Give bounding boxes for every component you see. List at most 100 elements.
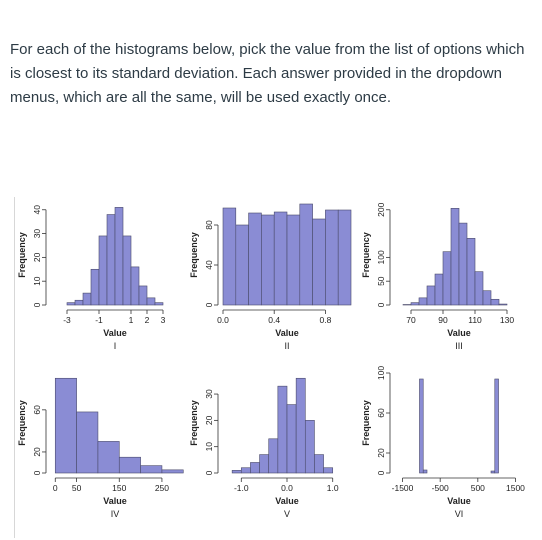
histogram-bar [76,411,99,474]
y-axis-label: Frequency [189,400,199,446]
histogram-bar [299,203,313,306]
histogram-bar [277,385,288,474]
y-tick-label: 0 [376,302,386,307]
y-tick-label: 20 [32,447,42,457]
histogram-bar [434,273,444,306]
histogram-bar [140,465,163,474]
x-tick-label: 0.4 [268,315,280,325]
histogram-bar [273,211,288,306]
x-tick-label: -1.0 [234,483,249,493]
histogram-bar [422,469,428,474]
histogram-bar [222,207,237,306]
histogram-bar [154,302,164,306]
y-axis-label: Frequency [17,400,27,446]
y-tick-label: 0 [32,302,42,307]
histogram-bar [138,285,148,306]
histogram-figure: -3 -1 1 2 3 0 10 20 30 40 Frequency Value I 0.0 0.4 0.8… [14,197,535,538]
histogram-bar [498,303,508,306]
histogram-bar [106,214,116,306]
histogram-bar [482,290,492,306]
x-tick-label: 1 [129,315,134,325]
x-axis-label: Value [103,328,127,338]
y-tick-label: 0 [376,470,386,475]
histogram-2: 0.0 0.4 0.8 0 40 80 Frequency Value II [189,203,352,351]
histogram-numeral: II [284,341,289,351]
histogram-bar [97,441,120,474]
x-tick-label: -500 [432,483,449,493]
histogram-bar [118,456,141,474]
histogram-bar [466,238,476,306]
histogram-bar [418,297,428,306]
x-axis-label: Value [447,328,471,338]
histogram-bar [494,378,499,474]
histogram-numeral: III [455,341,463,351]
histogram-bar [98,235,108,306]
x-tick-label: 500 [471,483,485,493]
histogram-bar [490,470,496,474]
histogram-6: -1500 -500 500 1500 0 20 60 100 Frequency Value VI [361,366,525,519]
x-tick-label: -3 [63,315,71,325]
y-tick-label: 20 [204,415,214,425]
histogram-bar [286,404,297,474]
y-axis-label: Frequency [361,232,371,278]
histogram-bar [250,462,260,474]
x-tick-label: 250 [155,483,169,493]
histogram-numeral: V [284,509,290,519]
y-tick-label: 0 [204,470,214,475]
x-axis-label: Value [275,496,299,506]
x-axis-label: Value [275,328,299,338]
y-tick-label: 50 [376,276,386,286]
x-tick-label: 1.0 [327,483,339,493]
y-tick-label: 10 [32,276,42,286]
histogram-bar [90,268,100,306]
histogram-bar [337,209,352,306]
x-tick-label: 50 [72,483,82,493]
histogram-bar [114,207,124,306]
histogram-bar [312,218,326,306]
histogram-bar [130,266,140,306]
y-axis-label: Frequency [17,232,27,278]
x-tick-label: 0.0 [217,315,229,325]
histogram-bar [325,209,339,306]
y-tick-label: 100 [376,366,386,380]
x-tick-label: 150 [112,483,126,493]
histogram-bar [66,302,76,306]
y-axis-label: Frequency [361,400,371,446]
y-tick-label: 200 [376,202,386,216]
histogram-bar [323,467,334,474]
x-tick-label: 90 [438,315,448,325]
histogram-bar [286,214,301,306]
histogram-bar [314,454,324,474]
y-tick-label: 60 [376,408,386,418]
histogram-bar [295,377,306,474]
y-axis-label: Frequency [189,232,199,278]
histogram-bar [442,251,452,306]
x-tick-label: 70 [406,315,416,325]
x-tick-label: 0 [53,483,58,493]
x-tick-label: 0.0 [281,483,293,493]
histogram-3: 70 90 110 130 0 50 100 200 Frequency Value III [361,202,514,351]
y-tick-label: 40 [32,205,42,215]
histogram-bar [419,378,424,474]
histogram-bar [261,214,275,306]
histogram-bar [426,285,436,306]
x-axis-label: Value [103,496,127,506]
histogram-bar [235,224,249,306]
y-tick-label: 20 [376,448,386,458]
histogram-bar [268,438,279,474]
y-tick-label: 80 [204,220,214,230]
y-tick-label: 20 [32,252,42,262]
histogram-numeral: IV [111,509,120,519]
histogram-bar [248,212,262,306]
histogram-bar [240,467,251,474]
histogram-numeral: VI [455,509,464,519]
y-tick-label: 0 [32,470,42,475]
histogram-bar [82,292,92,306]
x-tick-label: -1 [95,315,103,325]
histogram-bar [231,470,242,474]
histogram-bar [490,298,500,306]
histogram-bar [146,297,156,306]
histogram-bar [122,235,132,306]
histogram-bar [458,222,468,306]
